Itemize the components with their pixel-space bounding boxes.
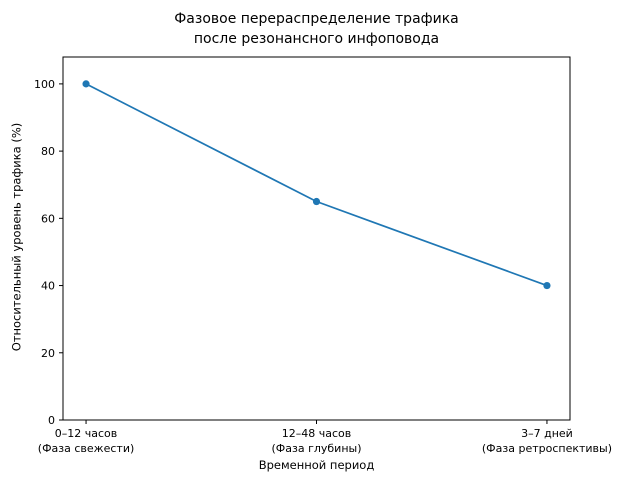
- y-tick-label: 40: [41, 280, 55, 293]
- chart-title: Фазовое перераспределение трафика после …: [174, 11, 459, 48]
- data-point-marker: [543, 281, 551, 290]
- x-axis-label: Временной период: [258, 458, 375, 472]
- y-tick-label: 100: [34, 78, 55, 91]
- y-tick-label: 60: [41, 212, 55, 225]
- data-point-marker: [312, 197, 321, 206]
- data-line: [85, 83, 548, 287]
- y-tick-label: 80: [41, 145, 55, 158]
- x-tick-label: 12–48 часов (Фаза глубины): [271, 427, 361, 455]
- x-tick-label: 0–12 часов (Фаза свежести): [38, 427, 134, 455]
- y-axis-label: Относительный уровень трафика (%): [9, 122, 24, 352]
- y-tick-label: 20: [41, 347, 55, 360]
- y-tick-label: 0: [48, 414, 55, 427]
- data-point-marker: [82, 80, 90, 88]
- x-tick-label: 3–7 дней (Фаза ретроспективы): [482, 427, 612, 455]
